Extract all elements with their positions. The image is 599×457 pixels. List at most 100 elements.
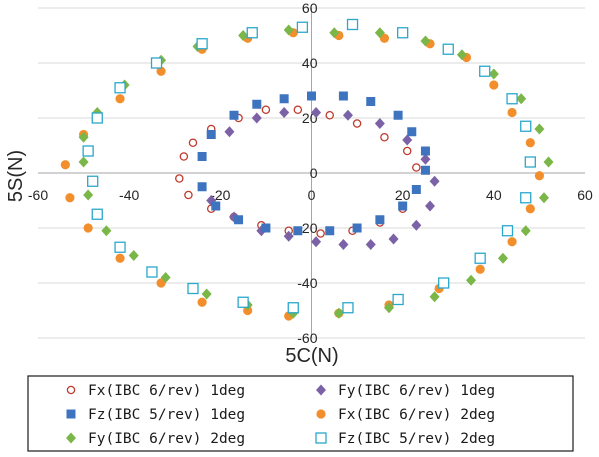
data-point <box>246 27 258 39</box>
data-point <box>238 30 249 41</box>
data-point <box>91 112 103 124</box>
data-point <box>425 200 436 212</box>
x-tick-label: -60 <box>28 187 48 203</box>
data-point <box>475 264 485 274</box>
data-point <box>307 91 316 101</box>
data-point <box>525 204 535 214</box>
data-point <box>296 21 309 33</box>
data-point <box>252 99 262 109</box>
data-point <box>525 138 535 148</box>
data-point <box>325 226 335 236</box>
data-point <box>338 239 349 250</box>
data-point <box>115 94 125 104</box>
data-point <box>398 201 408 211</box>
data-point <box>497 252 508 264</box>
data-point <box>156 66 166 76</box>
data-point <box>420 146 430 156</box>
data-point <box>466 274 477 286</box>
y-tick-label: 60 <box>302 0 318 16</box>
data-point <box>279 94 289 104</box>
data-point <box>520 225 531 237</box>
data-point <box>429 175 440 187</box>
data-point <box>438 277 450 289</box>
data-point <box>316 229 325 238</box>
data-point <box>115 253 125 263</box>
data-point <box>412 163 421 172</box>
data-point <box>196 38 208 50</box>
legend-marker <box>66 432 76 444</box>
data-point <box>197 152 207 161</box>
data-point <box>489 80 499 90</box>
data-points <box>60 18 554 321</box>
legend: Fx(IBC 6/rev) 1deg Fy(IBC 6/rev) 1deg Fz(I… <box>27 375 574 452</box>
data-point <box>407 127 417 137</box>
legend-marker <box>66 409 76 419</box>
data-point <box>229 110 239 120</box>
data-point <box>474 252 486 264</box>
data-point <box>128 250 139 261</box>
data-point <box>206 130 216 139</box>
data-point <box>380 132 389 142</box>
data-point <box>456 49 467 61</box>
data-point <box>379 33 390 43</box>
data-point <box>375 215 385 225</box>
legend-marker <box>316 409 326 419</box>
data-point <box>402 134 413 146</box>
y-tick-label: -40 <box>297 275 317 291</box>
legend-label: Fy(IBC 6/rev) 2deg <box>88 431 245 447</box>
data-point <box>325 111 334 120</box>
legend-marker <box>66 385 76 395</box>
data-point <box>365 239 376 250</box>
data-point <box>507 237 517 247</box>
series-4 <box>60 28 545 321</box>
data-point <box>279 107 290 118</box>
data-point <box>293 226 303 236</box>
data-point <box>411 219 422 231</box>
data-point <box>346 18 359 31</box>
data-point <box>524 156 536 168</box>
y-tick-label: -60 <box>297 330 317 346</box>
data-point <box>397 27 409 39</box>
data-point <box>442 43 454 55</box>
data-point <box>65 193 75 203</box>
data-point <box>60 160 70 170</box>
legend-label: Fz(IBC 5/rev) 1deg <box>88 407 245 423</box>
data-point <box>392 293 404 306</box>
data-point <box>338 91 348 101</box>
legend-box <box>27 375 574 452</box>
data-point <box>184 190 193 200</box>
y-tick-label: 0 <box>310 165 318 181</box>
data-point <box>352 119 362 128</box>
data-point <box>488 68 499 80</box>
data-point <box>91 208 103 220</box>
data-point <box>543 156 554 168</box>
data-point <box>78 131 89 143</box>
y-tick-label: -20 <box>297 220 317 236</box>
series-3 <box>197 91 430 236</box>
data-point <box>342 302 354 314</box>
data-point <box>197 297 207 307</box>
x-axis-label: 5C(N) <box>285 345 338 367</box>
data-point <box>506 93 518 105</box>
x-tick-label: 0 <box>308 187 316 203</box>
data-point <box>538 192 549 204</box>
data-point <box>114 82 126 94</box>
data-point <box>261 223 271 233</box>
data-point <box>393 110 403 120</box>
data-point <box>234 215 244 225</box>
data-point <box>187 282 199 295</box>
data-point <box>83 189 94 201</box>
data-point <box>329 27 340 39</box>
x-tick-label: 40 <box>486 187 502 203</box>
legend-marker <box>316 384 326 396</box>
data-point <box>520 120 532 132</box>
data-point <box>283 24 294 36</box>
data-point <box>333 307 344 319</box>
legend-label: Fx(IBC 6/rev) 2deg <box>338 407 495 423</box>
data-point <box>188 138 198 147</box>
data-point <box>507 107 517 118</box>
data-point <box>150 57 163 69</box>
data-point <box>237 296 249 308</box>
